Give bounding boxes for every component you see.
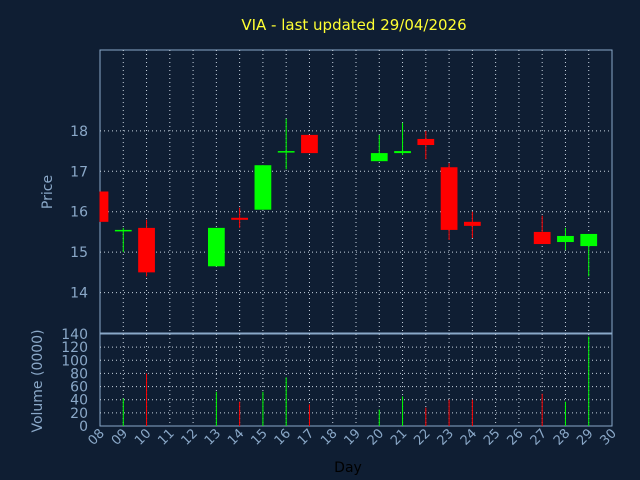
x-tick-label: 15 [248,426,270,448]
x-tick-label: 22 [411,426,433,448]
x-tick-label: 08 [86,426,108,448]
candle [394,122,411,156]
x-tick-label: 12 [179,426,201,448]
candle-body [100,191,109,222]
candle-body [254,165,272,210]
x-tick-label: 24 [458,426,480,448]
candle [231,207,249,228]
candle [417,130,435,160]
candle-body [231,217,249,220]
x-tick-label: 11 [155,426,177,448]
candle [254,165,272,210]
volume-tick-label: 100 [61,353,88,369]
volume-plot-frame [99,333,613,427]
candle [207,227,225,267]
price-axis-label: Price [40,175,56,209]
x-tick-label: 16 [272,426,294,448]
x-tick-label: 26 [504,426,526,448]
volume-tick-label: 80 [70,366,88,382]
x-tick-label: 27 [528,426,550,448]
candle [580,233,598,277]
candle [440,163,458,241]
candle [99,191,109,222]
candle-body [417,138,435,146]
price-panel: 14 15 16 17 18 [70,49,613,334]
x-tick-label: 19 [342,426,364,448]
x-tick-label: 20 [365,426,387,448]
price-tick-label: 17 [70,164,88,180]
candle-body [533,231,551,245]
candle-body [207,227,225,267]
volume-tick-label: 120 [61,340,88,356]
x-tick-label: 23 [435,426,457,448]
candle-body [463,221,481,226]
x-tick-label: 09 [109,426,131,448]
volume-axis-label: Volume (0000) [30,329,46,432]
x-tick-label: 14 [225,426,247,448]
candle [463,211,481,238]
volume-tick-label: 140 [61,327,88,343]
candle-body [580,233,598,247]
x-axis-label: Day [334,460,362,476]
volume-tick-label: 0 [79,419,88,435]
candle [114,227,132,253]
candle [533,215,551,245]
candle-body [138,227,155,273]
candle [370,134,388,162]
x-tick-label: 21 [388,426,410,448]
x-tick-label: 29 [574,426,596,448]
candle-body [114,229,132,232]
x-tick-label: 25 [481,426,503,448]
candle-body [277,151,295,153]
x-tick-label: 18 [318,426,340,448]
volume-tick-label: 20 [70,406,88,422]
price-tick-label: 16 [70,205,88,221]
candle-body [301,134,318,154]
candle-body [394,151,411,154]
candle-body [557,235,574,243]
price-tick-label: 18 [70,124,88,140]
price-tick-label: 15 [70,245,88,261]
x-tick-label: 10 [132,426,154,448]
x-tick-label: 28 [551,426,573,448]
candle [277,118,295,170]
candle [138,219,155,277]
candle [301,134,318,154]
x-tick-label: 13 [202,426,224,448]
x-tick-label: 17 [295,426,317,448]
price-tick-label: 14 [70,286,88,302]
volume-tick-label: 40 [70,393,88,409]
volume-tick-label: 60 [70,380,88,396]
x-tick-label: 30 [598,426,620,448]
candle-body [370,153,388,162]
chart-title: VIA - last updated 29/04/2026 [241,16,466,34]
candle [557,227,574,251]
candle-body [440,167,458,230]
